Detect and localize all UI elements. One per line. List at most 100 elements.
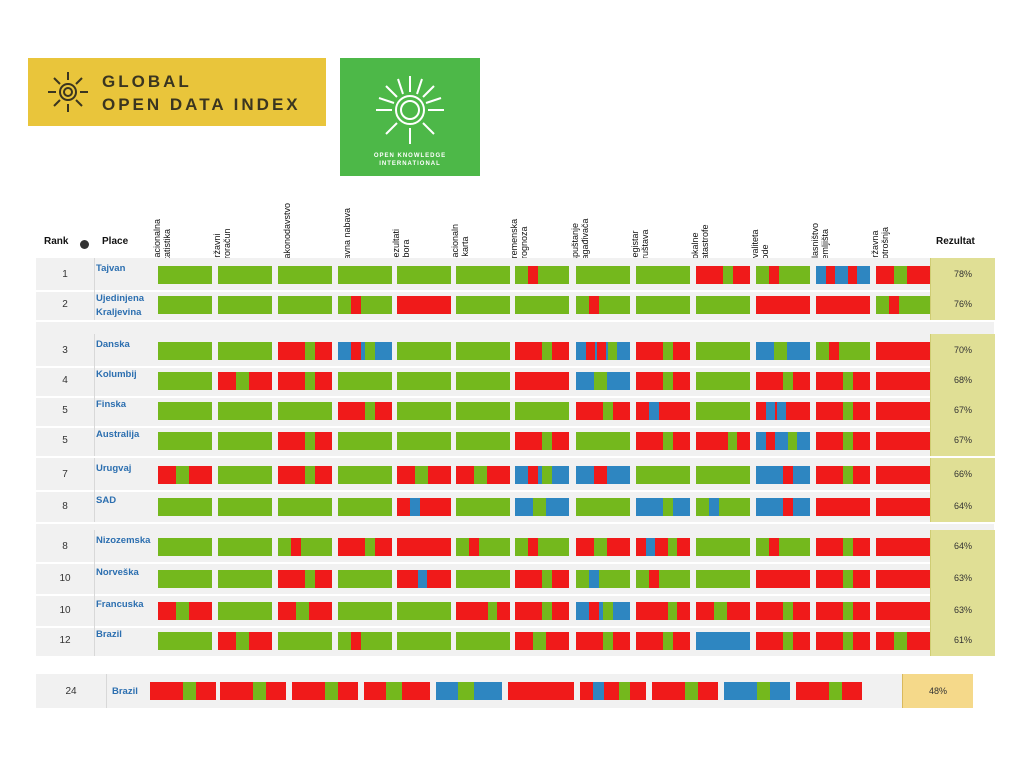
bar-accent-segment [894,266,907,284]
bar-accent-segment [603,570,613,588]
place-cell[interactable]: Finska [96,399,127,410]
bar-accent-segment [728,432,737,450]
indicator-bar [876,570,930,588]
bar-base-segment [696,296,750,314]
rank-header[interactable]: Rank [44,236,69,247]
global-open-data-index-logo: GLOBAL OPEN DATA INDEX [28,58,326,126]
bar-accent-segment [488,602,497,620]
indicator-bar [636,602,690,620]
bar-accent-segment [829,402,839,420]
bar-base-segment [158,372,212,390]
place-cell[interactable]: Australija [96,429,140,440]
place-cell[interactable]: Ujedinjena Kraljevina [96,293,145,318]
bar-accent-segment [843,372,853,390]
indicator-bar [218,402,272,420]
bar-accent-segment [685,682,698,700]
indicator-bar [696,466,750,484]
indicator-bar [338,372,392,390]
bar-base-segment [158,498,212,516]
bar-base-segment [158,266,212,284]
bar-accent-segment [305,342,315,360]
bottom-row: 24 Brazil 48% [36,674,973,708]
place-cell[interactable]: SAD [96,495,117,506]
bar-accent-segment [418,570,427,588]
bar-base-segment [576,266,630,284]
bar-base-segment [158,402,212,420]
bar-accent-segment [365,296,375,314]
table-row: 1 Tajvan 78% [36,258,995,290]
place-cell[interactable]: Kolumbij [96,369,137,380]
indicator-bar [696,266,750,284]
indicator-bar [576,538,630,556]
row-divider [36,490,994,492]
place-cell[interactable]: Nizozemska [96,535,151,546]
indicator-bar [876,266,930,284]
indicator-bar [218,602,272,620]
bar-base-segment [158,632,212,650]
bar-accent-segment [788,402,797,420]
bar-base-segment [338,432,392,450]
indicator-bar [338,632,392,650]
indicator-bar [456,538,510,556]
column-header-label: Nacionaln a karta [450,223,470,264]
place-cell[interactable]: Urugvaj [96,463,132,474]
bar-base-segment [636,466,690,484]
bar-accent-segment [649,372,659,390]
bar-accent-segment [783,602,793,620]
indicator-bar [158,602,212,620]
indicator-bar [218,432,272,450]
rank-cell: 8 [36,530,95,562]
bar-accent-segment [663,342,673,360]
bottom-place[interactable]: Brazil [112,685,138,697]
bar-accent-segment [253,682,266,700]
indicator-bar [636,342,690,360]
indicator-bar [576,498,630,516]
row-divider [36,562,994,564]
result-header[interactable]: Rezultat [936,236,975,247]
row-divider [36,656,994,658]
indicator-bar [397,266,451,284]
bar-base-segment [515,296,569,314]
result-cell: 76% [930,288,995,320]
rank-cell: 4 [36,364,95,396]
indicator-bar [456,402,510,420]
bar-accent-segment [424,498,434,516]
bar-accent-segment [783,372,793,390]
place-cell[interactable]: Danska [96,339,130,350]
bar-base-segment [218,498,272,516]
bar-accent-segment [829,632,839,650]
bar-accent-segment [709,266,719,284]
place-cell[interactable]: Francuska [96,599,144,610]
column-header-label: Ispuštanje zagađivača [570,218,590,264]
bar-accent-segment [843,632,853,650]
place-header[interactable]: Place [102,236,129,247]
bar-accent-segment [769,466,779,484]
bar-accent-segment [477,602,486,620]
table-row: 4 Kolumbij 68% [36,364,995,396]
sort-icon[interactable] [80,240,89,249]
bar-base-segment [696,570,750,588]
bar-base-segment [876,372,930,390]
indicator-bar [876,498,930,516]
indicator-bar [696,538,750,556]
indicator-bar [218,296,272,314]
bar-accent-segment [783,266,793,284]
place-cell[interactable]: Tajvan [96,263,126,274]
indicator-bar [218,266,272,284]
bar-accent-segment [291,466,301,484]
indicator-bar [636,466,690,484]
place-cell[interactable]: Brazil [96,629,122,640]
bar-accent-segment [589,296,599,314]
bar-accent-segment [757,682,770,700]
indicator-bar [576,296,630,314]
bar-base-segment [158,538,212,556]
indicator-bar [397,466,451,484]
bar-accent-segment [586,342,595,360]
bar-base-segment [158,296,212,314]
rank-cell: 5 [36,424,95,456]
bar-accent-segment [843,466,853,484]
indicator-bar [278,632,332,650]
indicator-bar [278,498,332,516]
bar-accent-segment [589,570,599,588]
place-cell[interactable]: Norveška [96,567,139,578]
